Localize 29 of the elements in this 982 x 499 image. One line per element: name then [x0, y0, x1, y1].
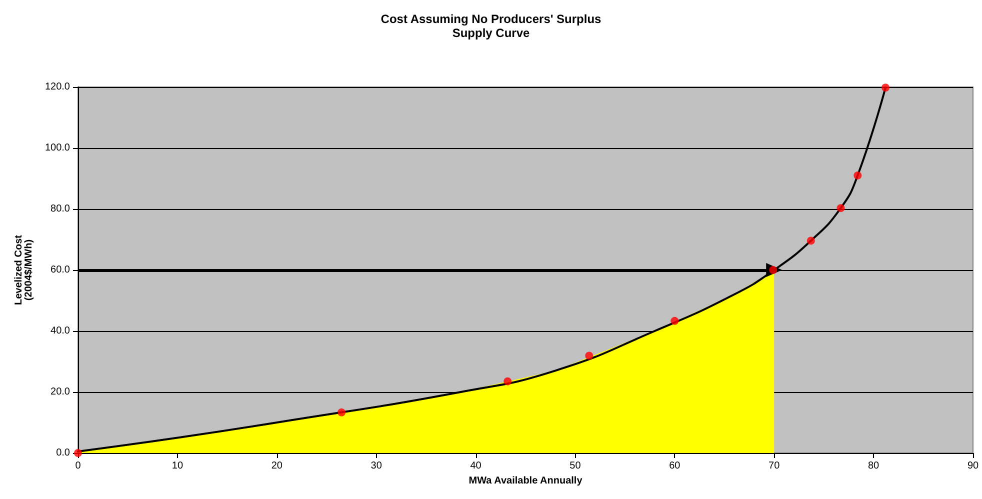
point — [585, 352, 594, 360]
x-tick-label: 10 — [172, 460, 184, 472]
y-tick-label: 0.0 — [56, 448, 70, 458]
x-tick-label: 80 — [868, 460, 880, 472]
y-tick-label: 40.0 — [50, 326, 70, 336]
point — [504, 377, 512, 386]
x-tick-label: 0 — [75, 460, 82, 472]
point — [670, 316, 679, 325]
x-tick-label: 40 — [470, 460, 482, 472]
x-tick-label: 70 — [768, 460, 780, 472]
point — [881, 84, 890, 92]
y-tick-label: 80.0 — [50, 204, 70, 214]
x-tick-label: 60 — [669, 460, 681, 472]
x-tick-label: 20 — [271, 460, 283, 472]
point — [338, 408, 346, 416]
chart-title: Cost Assuming No Producers' Surplus — [380, 12, 602, 26]
x-axis-title: MWa Available Annually — [468, 475, 583, 486]
y-tick-label: 100.0 — [44, 142, 70, 154]
point — [836, 204, 845, 212]
y-tick-label: 20.0 — [50, 386, 70, 398]
point — [854, 171, 862, 180]
y-axis-title: Levelized Cost (2004$/MWh) — [14, 234, 35, 306]
chart-subtitle: Supply Curve — [452, 26, 530, 40]
x-tick-label: 90 — [967, 460, 979, 472]
y-tick-label: 60.0 — [50, 264, 70, 276]
y-tick-label: 120.0 — [44, 82, 70, 92]
x-tick-label: 50 — [570, 460, 582, 472]
point — [806, 236, 815, 245]
x-tick-label: 30 — [370, 460, 382, 472]
